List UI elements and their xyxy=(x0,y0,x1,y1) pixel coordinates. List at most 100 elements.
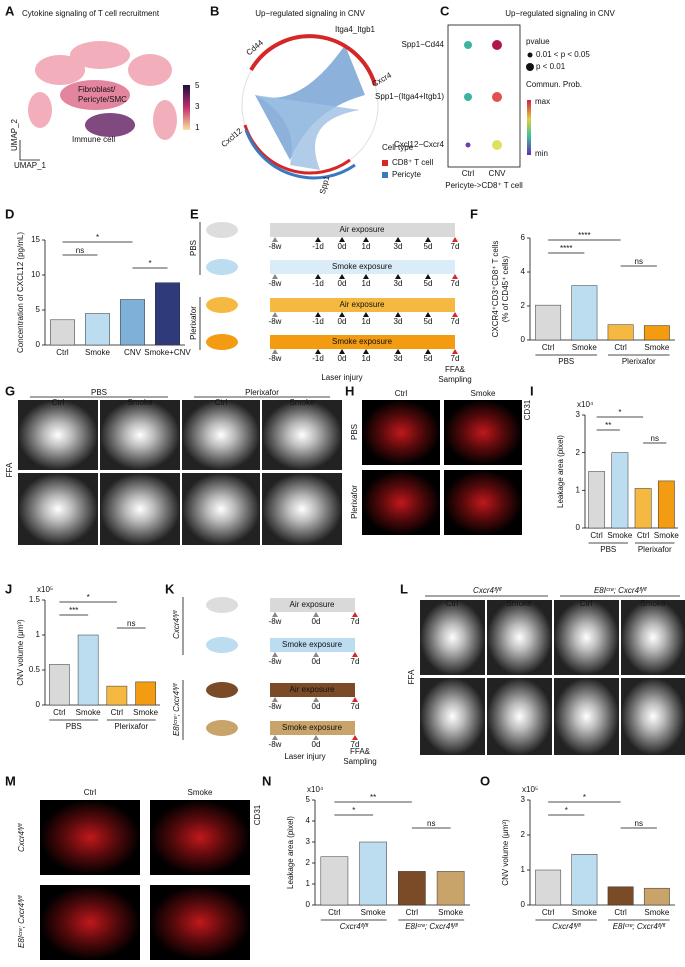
bar xyxy=(611,452,629,529)
arrow xyxy=(339,274,345,279)
bar xyxy=(49,664,70,706)
panel-letter: L xyxy=(400,581,408,596)
y-axis-label: (% of CD45⁺ cells) xyxy=(501,255,510,322)
label: Ctrl xyxy=(446,599,459,608)
time-label: 0d xyxy=(338,317,347,326)
significance-label: **** xyxy=(578,231,590,240)
y-axis-label: Leakage area (pixel) xyxy=(286,816,295,889)
significance-label: ns xyxy=(76,246,84,255)
label: Plerixafor xyxy=(350,485,359,519)
time-label: 5d xyxy=(424,354,433,363)
time-label: 7d xyxy=(351,702,360,711)
label: FFA& xyxy=(350,747,371,756)
x-tick-label: Smoke xyxy=(607,531,632,540)
group-label: Plerixafor xyxy=(638,545,672,554)
label: CD31 xyxy=(253,804,262,825)
y-tick-label: 0 xyxy=(521,900,526,909)
label: Ctrl xyxy=(462,169,475,178)
panel-letter: D xyxy=(5,206,14,221)
y-tick-label: 5 xyxy=(306,795,311,804)
label: Fibroblast/ xyxy=(78,85,116,94)
x-tick-label: Smoke xyxy=(85,348,110,357)
y-tick-label: 10 xyxy=(31,270,40,279)
time-label: -8w xyxy=(269,657,282,666)
y-tick-label: 15 xyxy=(31,235,40,244)
arrow xyxy=(452,349,458,354)
time-label: 7d xyxy=(351,657,360,666)
group-label: Plerixafor xyxy=(114,722,148,731)
y-tick-label: 2 xyxy=(306,858,311,867)
significance-label: * xyxy=(618,408,621,417)
x-tick-label: Smoke xyxy=(654,531,679,540)
arrow xyxy=(272,697,278,702)
arrow xyxy=(452,312,458,317)
time-label: 0d xyxy=(338,354,347,363)
bar xyxy=(120,299,145,346)
group-label: Plerixafor xyxy=(189,306,198,340)
label: FFA xyxy=(5,462,14,477)
axis-label: UMAP_2 xyxy=(10,118,19,151)
significance-label: **** xyxy=(560,244,572,253)
arrow xyxy=(272,312,278,317)
label: max xyxy=(535,97,550,106)
time-label: -8w xyxy=(269,702,282,711)
significance-label: * xyxy=(148,259,151,268)
time-label: 5d xyxy=(424,279,433,288)
gene-label: Cxcl12 xyxy=(219,126,244,149)
bar xyxy=(155,282,180,346)
label: pvalue xyxy=(526,37,550,46)
label: Cxcr4ᶠˡ/ᶠˡ xyxy=(473,586,502,595)
label: 0.01 < p < 0.05 xyxy=(536,50,590,59)
label: Smoke xyxy=(471,389,496,398)
label: Sampling xyxy=(438,375,471,384)
arrow xyxy=(315,237,321,242)
bar-label: Air exposure xyxy=(340,225,385,234)
panel-title: Up−regulated signaling in CNV xyxy=(255,9,365,18)
label: Sampling xyxy=(343,757,376,766)
arrow xyxy=(339,237,345,242)
dot-plot xyxy=(447,24,534,168)
legend-title: Cell type xyxy=(382,143,414,152)
label: Smoke xyxy=(128,398,153,407)
colorbar-label: 1 xyxy=(195,123,200,132)
group-label: PBS xyxy=(558,357,574,366)
group-label: PBS xyxy=(600,545,616,554)
y-tick-label: 1 xyxy=(36,630,41,639)
time-label: -8w xyxy=(269,740,282,749)
bar xyxy=(106,685,128,706)
artwork xyxy=(18,24,685,960)
significance-label: ** xyxy=(605,421,611,430)
arrow xyxy=(313,652,319,657)
arrow xyxy=(395,312,401,317)
x-tick-label: Ctrl xyxy=(542,908,555,917)
arrow xyxy=(272,735,278,740)
bar xyxy=(588,471,606,529)
arrow xyxy=(272,237,278,242)
y-axis-label: Concentration of CXCL12 (pg/mL) xyxy=(16,232,25,353)
x-tick-label: Smoke xyxy=(644,908,669,917)
bar xyxy=(535,304,562,341)
label: Pericyte/SMC xyxy=(78,95,127,104)
y-tick-label: 0 xyxy=(36,700,41,709)
label: E8Iᶜʳᵉ; Cxcr4ᶠˡ/ᶠˡ xyxy=(594,586,647,595)
label: Plerixafor xyxy=(245,388,279,397)
arrow xyxy=(363,312,369,317)
bar xyxy=(634,488,652,529)
arrow xyxy=(315,274,321,279)
x-tick-label: Ctrl xyxy=(53,708,66,717)
umap xyxy=(28,41,177,140)
row-label: Cxcl12−Cxcr4 xyxy=(394,140,445,149)
bar xyxy=(50,319,75,346)
y-axis-label: CNV volume (μm³) xyxy=(16,619,25,686)
arrow xyxy=(452,274,458,279)
label: Laser injury xyxy=(321,373,362,382)
bar xyxy=(135,681,156,706)
label: Pericyte->CD8⁺ T cell xyxy=(445,181,523,190)
label: Ctrl xyxy=(84,788,97,797)
time-label: 0d xyxy=(338,279,347,288)
label: Immune cell xyxy=(72,135,115,144)
y-tick-label: 3 xyxy=(521,795,526,804)
y-tick-label: 6 xyxy=(521,233,526,242)
arrow xyxy=(339,312,345,317)
